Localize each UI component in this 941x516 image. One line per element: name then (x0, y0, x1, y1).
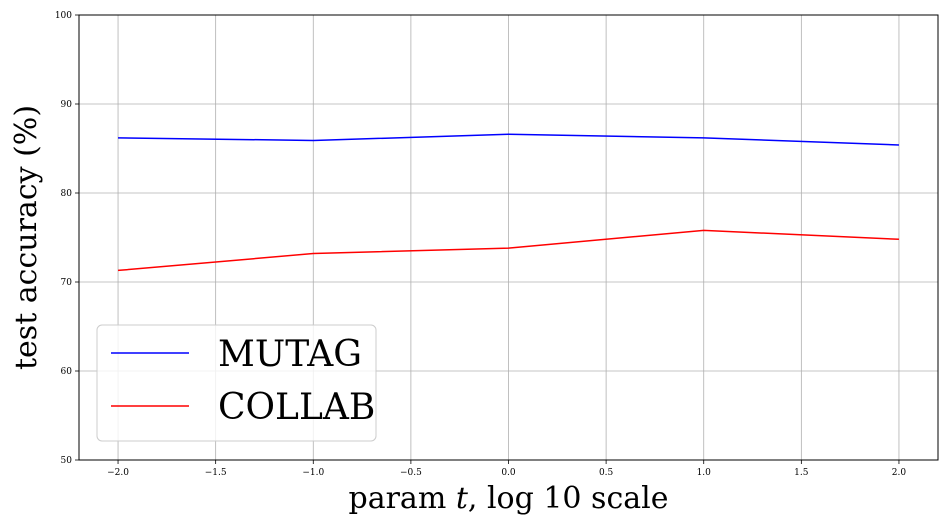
legend: MUTAG COLLAB (96, 324, 377, 442)
y-tick-label: 50 (61, 456, 73, 466)
series-line-mutag (118, 133, 899, 146)
series-line-collab (117, 229, 899, 272)
series-lines (117, 133, 899, 272)
x-tick-label: 1.0 (697, 468, 712, 478)
y-tick-label: 100 (55, 11, 72, 21)
y-tick-label: 60 (61, 367, 73, 377)
tick-marks: −2.0 −1.5 −1.0 −0.5 0.0 0.5 1.0 1.5 2.0 50 60 70 80 9… (55, 11, 907, 478)
x-axis-label-variable: t (456, 481, 469, 516)
x-tick-label: −1.0 (302, 468, 324, 478)
x-tick-label: 0.0 (501, 468, 516, 478)
legend-box (96, 324, 377, 442)
x-axis-label: param t, log 10 scale (349, 481, 669, 516)
legend-label-collab: COLLAB (218, 387, 375, 428)
y-tick-label: 80 (61, 189, 73, 199)
y-axis-label: test accuracy (%) (9, 105, 44, 370)
x-axis-label-prefix: param (349, 481, 456, 516)
x-tick-label: 2.0 (892, 468, 907, 478)
legend-label-mutag: MUTAG (218, 334, 362, 375)
x-tick-label: −0.5 (400, 468, 422, 478)
x-tick-label: −1.5 (205, 468, 227, 478)
y-tick-label: 90 (61, 100, 73, 110)
x-tick-label: 1.5 (794, 468, 809, 478)
y-tick-label: 70 (61, 278, 73, 288)
x-axis-label-suffix: , log 10 scale (468, 481, 669, 516)
x-tick-label: 0.5 (599, 468, 614, 478)
x-tick-label: −2.0 (107, 468, 129, 478)
